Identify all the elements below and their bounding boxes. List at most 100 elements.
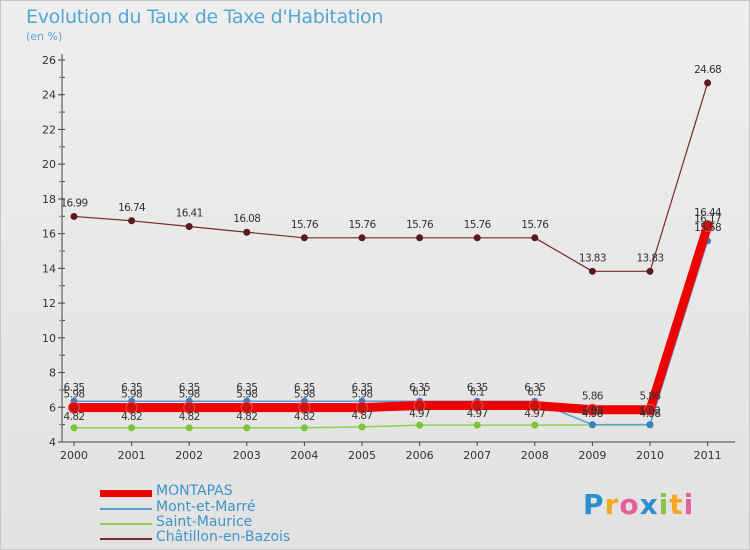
data-label: 5.86 <box>582 391 604 403</box>
x-tick-label: 2001 <box>118 449 146 462</box>
chart-subtitle: (en %) <box>26 30 63 43</box>
y-tick-label: 20 <box>42 158 56 171</box>
data-label: 6.35 <box>121 382 142 394</box>
data-label: 6.35 <box>179 382 200 394</box>
series-line-0 <box>74 224 712 415</box>
data-label: 16.44 <box>694 207 722 219</box>
data-label: 6.35 <box>294 382 315 394</box>
legend-label-saint-maurice: Saint-Maurice <box>156 514 253 530</box>
data-point <box>644 403 656 416</box>
legend-swatch-saint-maurice <box>100 523 152 525</box>
x-tick-label: 2004 <box>290 449 318 462</box>
x-tick-label: 2008 <box>521 449 549 462</box>
legend-label-montapas: MONTAPAS <box>156 483 233 499</box>
logo-letter: r <box>604 488 620 521</box>
data-point <box>358 423 366 431</box>
y-minor-dot <box>59 163 61 165</box>
data-point <box>528 399 541 412</box>
data-point <box>416 421 424 429</box>
data-point <box>531 421 539 429</box>
data-label: 16.17 <box>694 214 721 226</box>
data-point <box>243 424 251 432</box>
data-label: 24.68 <box>694 64 721 76</box>
data-point <box>588 421 596 429</box>
y-minor-dot <box>59 250 61 252</box>
data-label: 6.35 <box>64 382 85 394</box>
data-label: 5.02 <box>582 406 603 418</box>
data-point <box>298 401 311 414</box>
logo-letter: P <box>583 488 605 521</box>
x-tick-label: 2005 <box>348 449 376 462</box>
y-tick-label: 10 <box>42 332 56 345</box>
y-minor-dot <box>59 302 61 304</box>
data-label: 6.1 <box>470 387 485 399</box>
y-tick-label: 24 <box>42 89 56 102</box>
data-point <box>413 399 426 412</box>
y-minor-dot <box>59 371 61 374</box>
data-label: 6.35 <box>409 382 430 394</box>
logo-letter: i <box>658 488 670 521</box>
y-minor-dot <box>59 267 61 270</box>
y-tick-label: 26 <box>42 54 56 67</box>
series-line-2 <box>74 230 709 429</box>
y-minor-dot <box>59 146 61 148</box>
x-tick-label: 2006 <box>406 449 434 462</box>
y-minor-dot <box>59 198 61 200</box>
y-minor-dot <box>59 389 61 391</box>
data-point <box>183 401 196 414</box>
logo-letter: o <box>619 488 640 521</box>
data-point <box>356 401 368 414</box>
data-label: 5.02 <box>640 406 661 418</box>
x-tick-label: 2011 <box>694 449 722 462</box>
data-label: 13.83 <box>579 252 606 264</box>
data-label: 5.86 <box>640 391 662 403</box>
data-label: 4.82 <box>179 411 200 423</box>
data-point <box>70 212 78 220</box>
y-tick-label: 8 <box>49 367 56 380</box>
data-point <box>646 267 654 275</box>
data-point <box>358 234 366 242</box>
logo-letter: i <box>683 488 695 521</box>
y-minor-dot <box>59 180 61 183</box>
data-point <box>531 234 539 242</box>
data-label: 5.98 <box>352 389 373 401</box>
logo-letter: t <box>669 488 684 521</box>
logo-letter: x <box>639 488 659 521</box>
data-point <box>128 424 136 432</box>
data-label: 15.76 <box>464 219 492 231</box>
data-label: 4.82 <box>294 411 315 423</box>
data-point <box>701 219 714 232</box>
data-label: 4.82 <box>236 411 257 423</box>
data-label: 6.35 <box>236 382 257 394</box>
y-minor-dot <box>59 232 61 235</box>
data-label: 15.76 <box>406 219 434 231</box>
data-point <box>473 234 481 242</box>
data-label: 16.41 <box>176 208 203 220</box>
y-tick-label: 14 <box>42 262 56 275</box>
y-minor-dot <box>59 111 61 113</box>
y-minor-dot <box>59 215 61 218</box>
data-label: 6.35 <box>524 382 545 394</box>
x-tick-label: 2009 <box>578 449 606 462</box>
y-minor-dot <box>59 93 61 96</box>
y-minor-dot <box>59 423 61 426</box>
series-line-1 <box>74 240 709 426</box>
data-label: 4.82 <box>121 411 142 423</box>
data-label: 16.74 <box>118 202 146 214</box>
data-label: 4.97 <box>524 408 545 420</box>
data-point <box>473 421 481 429</box>
data-point <box>704 79 712 87</box>
data-point <box>416 234 424 242</box>
data-point <box>185 223 193 231</box>
data-label: 15.58 <box>694 222 721 234</box>
data-point <box>588 267 596 275</box>
x-tick-label: 2007 <box>463 449 491 462</box>
data-label: 4.87 <box>352 410 373 422</box>
y-tick-label: 18 <box>42 193 56 206</box>
data-label: 15.76 <box>291 219 319 231</box>
y-minor-dot <box>59 354 61 356</box>
x-tick-label: 2010 <box>636 449 664 462</box>
y-tick-label: 22 <box>42 123 56 136</box>
legend-swatch-montapas <box>100 490 152 497</box>
